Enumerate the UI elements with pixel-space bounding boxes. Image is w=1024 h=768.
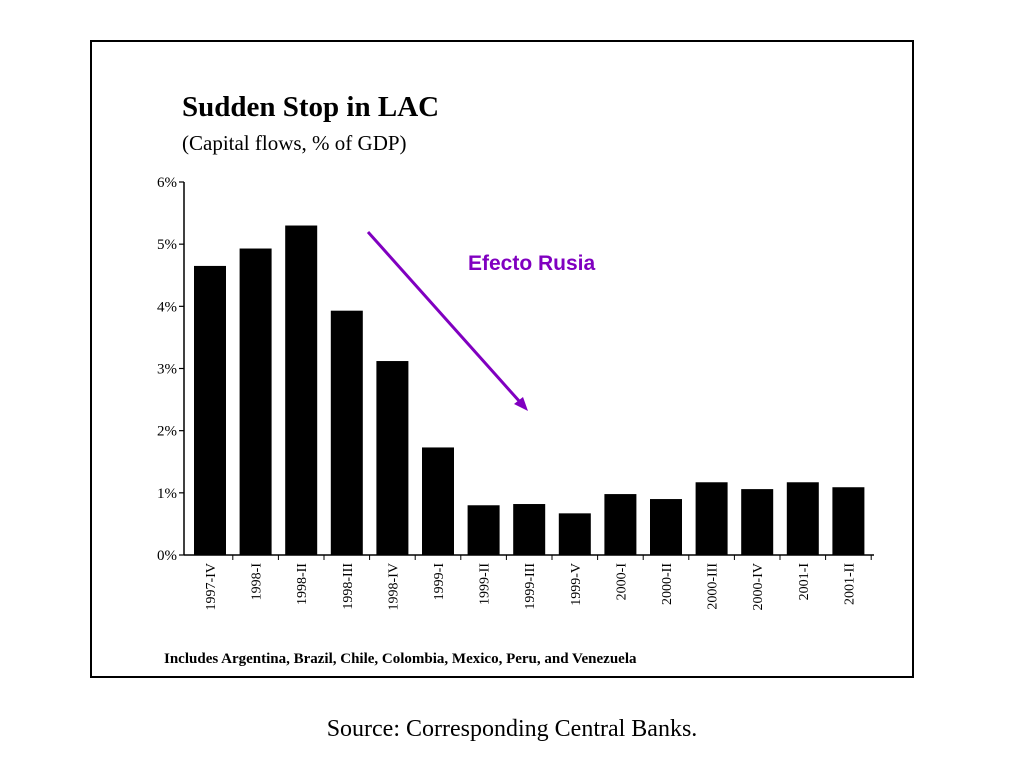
bar [513,504,546,555]
y-tick-label: 6% [157,175,177,191]
y-tick-label: 2% [157,424,177,440]
bar [558,513,591,555]
chart-title: Sudden Stop in LAC [182,91,440,123]
x-tick-label: 1999-II [478,563,493,605]
bar [285,225,318,555]
bar [650,499,682,555]
annotation-label: Efecto Rusia [468,252,596,275]
bar [604,494,637,555]
x-tick-label: 2000-IV [751,563,766,610]
bar [467,505,500,555]
x-tick-label: 2000-II [660,563,675,605]
y-tick-label: 3% [157,362,177,378]
annotation-arrowhead [514,397,528,411]
x-tick-label: 1998-III [341,563,356,610]
bar [741,489,774,555]
chart-subtitle: (Capital flows, % of GDP) [182,131,407,155]
bar [330,310,363,555]
bar [422,447,454,555]
source-note: Source: Corresponding Central Banks. [326,716,698,742]
x-tick-label: 1999-III [523,563,538,610]
bar [786,482,819,555]
bar [832,487,865,555]
chart-plot: 0% 1% 2% 3% 4% 5% 6% 1997-IV 1998-I 1998-II 1998-I… [157,175,874,610]
y-tick-label: 5% [157,237,177,253]
x-tick-label: 1998-II [295,563,310,605]
x-tick-label: 1998-I [250,563,265,601]
y-tick-label: 0% [157,548,177,564]
bar [239,248,272,556]
y-tick-label: 1% [157,486,177,502]
chart-footnote: Includes Argentina, Brazil, Chile, Colom… [164,651,637,667]
bar [376,361,409,555]
bar [194,265,226,555]
bar [695,482,728,555]
x-tick-label: 2001-II [842,563,857,605]
x-tick-label: 2000-III [706,563,721,610]
y-tick-label: 4% [157,299,177,315]
x-tick-label: 1997-IV [204,563,219,610]
x-tick-label: 1999-V [569,563,584,606]
x-tick-label: 2001-I [797,563,812,601]
x-tick-label: 1999-I [432,563,447,601]
annotation-arrow [366,231,522,403]
chart-frame: Sudden Stop in LAC (Capital flows, % of … [90,40,914,678]
x-tick-label: 1998-IV [386,563,401,610]
x-tick-label: 2000-I [614,563,629,601]
